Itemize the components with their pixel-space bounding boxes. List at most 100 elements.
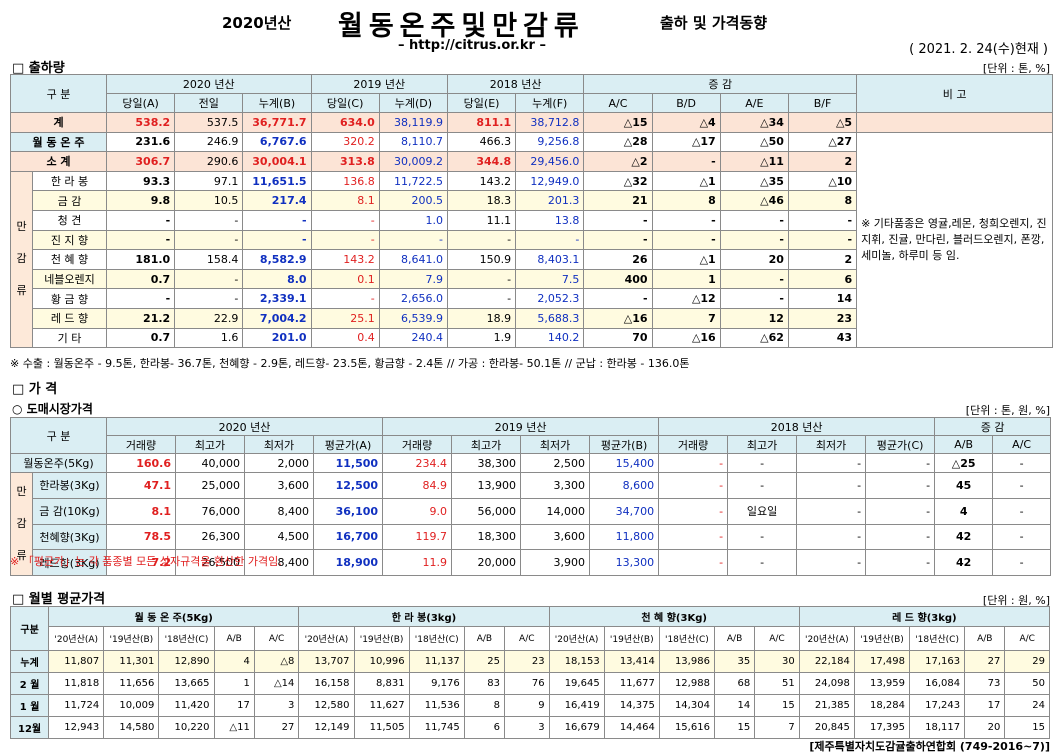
cell: 11,505 (353, 716, 410, 739)
cell: 1.9 (446, 327, 517, 349)
row-label: 레드향(3Kg) (32, 549, 107, 576)
header-cell: 한 라 봉(3kg) (298, 606, 550, 627)
cell: 11,722.5 (378, 170, 448, 192)
cell: 22,184 (798, 650, 855, 673)
cell: 150.9 (446, 249, 517, 270)
header-cell: '18년산(C) (658, 626, 715, 651)
cell: 1.6 (174, 327, 244, 349)
cell: 290.6 (174, 151, 244, 172)
cell: 76,000 (175, 497, 245, 525)
cell: 2,000 (244, 453, 314, 473)
cell: 7 (754, 716, 800, 739)
cell: 13,414 (603, 650, 660, 673)
cell: 160.6 (106, 453, 176, 473)
cell: 20,000 (451, 549, 522, 576)
cell: 18,300 (451, 523, 522, 551)
header-cell: A/C (992, 435, 1052, 454)
cell: 45 (934, 472, 994, 499)
cell: △16 (583, 307, 653, 329)
header-cell: '20년산(A) (298, 626, 355, 651)
cell: 17,395 (853, 716, 911, 739)
cell: 26,500 (175, 549, 245, 576)
cell: 38,300 (451, 453, 522, 473)
cell: 17 (213, 694, 255, 717)
cell: 13,959 (853, 672, 911, 695)
cell: 11,724 (48, 694, 105, 717)
header-cell: 당일(E) (446, 93, 517, 113)
header-cell: 최저가 (244, 435, 314, 454)
cell: 234.4 (382, 453, 453, 473)
cell: △46 (719, 190, 789, 211)
cell: 10,996 (353, 650, 410, 673)
cell: - (992, 453, 1052, 473)
cell: 42 (934, 523, 994, 551)
cell: - (865, 549, 936, 576)
table-row: 소 계 306.7 290.6 30,004.1 313.8 30,009.2 344.8 2… (10, 151, 1053, 172)
cell: 136.8 (310, 170, 380, 192)
header-cell: 당일(A) (105, 93, 176, 113)
cell: 15,616 (658, 716, 715, 739)
cell: - (651, 229, 721, 251)
cell: 231.6 (105, 131, 176, 153)
cell: 0.4 (310, 327, 380, 349)
cell: 18,284 (853, 694, 911, 717)
row-label: 12월 (9, 716, 50, 739)
cell: 12 (719, 307, 789, 329)
cell: - (583, 229, 653, 251)
group-char: 만 (16, 220, 27, 234)
cell: 20 (719, 249, 789, 270)
cell: 12,890 (158, 650, 215, 673)
cell: 2,052.3 (515, 288, 585, 309)
cell: 1 (213, 672, 255, 695)
cell: 27 (253, 716, 300, 739)
cell: △5 (787, 112, 858, 133)
table-row: 기 타 0.7 1.6 201.0 0.4 240.4 1.9 140.2 70 △16 △62 43 (11, 327, 1053, 349)
cell: - (787, 209, 858, 231)
cell: 0.7 (105, 268, 176, 290)
cell: 1.0 (378, 209, 448, 231)
header-cell: 2019 년산 (310, 74, 448, 94)
cell: 538.2 (105, 112, 176, 133)
row-label: 한 라 봉 (32, 170, 107, 192)
cell: - (378, 229, 448, 251)
cell: 240.4 (378, 327, 448, 349)
cell: 12,500 (312, 472, 384, 499)
header-cell: 누계(B) (242, 93, 312, 113)
cell: - (727, 523, 798, 551)
cell: 11,627 (353, 694, 410, 717)
cell: 2 (787, 151, 858, 172)
row-label: 월 동 온 주 (10, 131, 107, 153)
group-char: 류 (16, 549, 27, 562)
header-cell: 구 분 (10, 417, 107, 454)
table-row: 레드향(3Kg) 7.2 26,500 8,400 18,900 11.9 20,000 3,… (11, 549, 1052, 576)
cell: - (446, 268, 517, 290)
table-row: 청 견 - - - -1.0 11.1 13.8- - - - (11, 209, 1053, 231)
cell: 2,500 (520, 453, 591, 473)
header-cell: 전일 (174, 93, 244, 113)
cell: △16 (651, 327, 721, 349)
cell: 36,100 (312, 497, 384, 525)
cell: 93.3 (105, 170, 176, 192)
cell: 313.8 (310, 151, 380, 172)
row-label: 네블오렌지 (32, 268, 107, 290)
cell: △4 (651, 112, 721, 133)
cell: - (719, 268, 789, 290)
cell: 8.1 (310, 190, 380, 211)
group-char: 감 (16, 252, 27, 266)
header-cell: A/B (213, 626, 255, 651)
cell: - (658, 549, 729, 576)
row-label: 기 타 (32, 327, 107, 349)
cell: 11,745 (408, 716, 465, 739)
price-table: 구 분 2020 년산 2019 년산 2018 년산 증 감 거래량 최고가 최저가 평균가(… (10, 417, 1052, 576)
cell: 344.8 (446, 151, 517, 172)
cell: 634.0 (310, 112, 380, 133)
cell: 13,300 (589, 549, 660, 576)
cell: 83 (463, 672, 506, 695)
cell: - (105, 288, 176, 309)
header-cell: '19년산(B) (103, 626, 160, 651)
cell: 47.1 (106, 472, 176, 499)
cell: 8 (787, 190, 858, 211)
cell: 8,641.0 (378, 249, 448, 270)
header-cell: 누계(D) (378, 93, 448, 113)
